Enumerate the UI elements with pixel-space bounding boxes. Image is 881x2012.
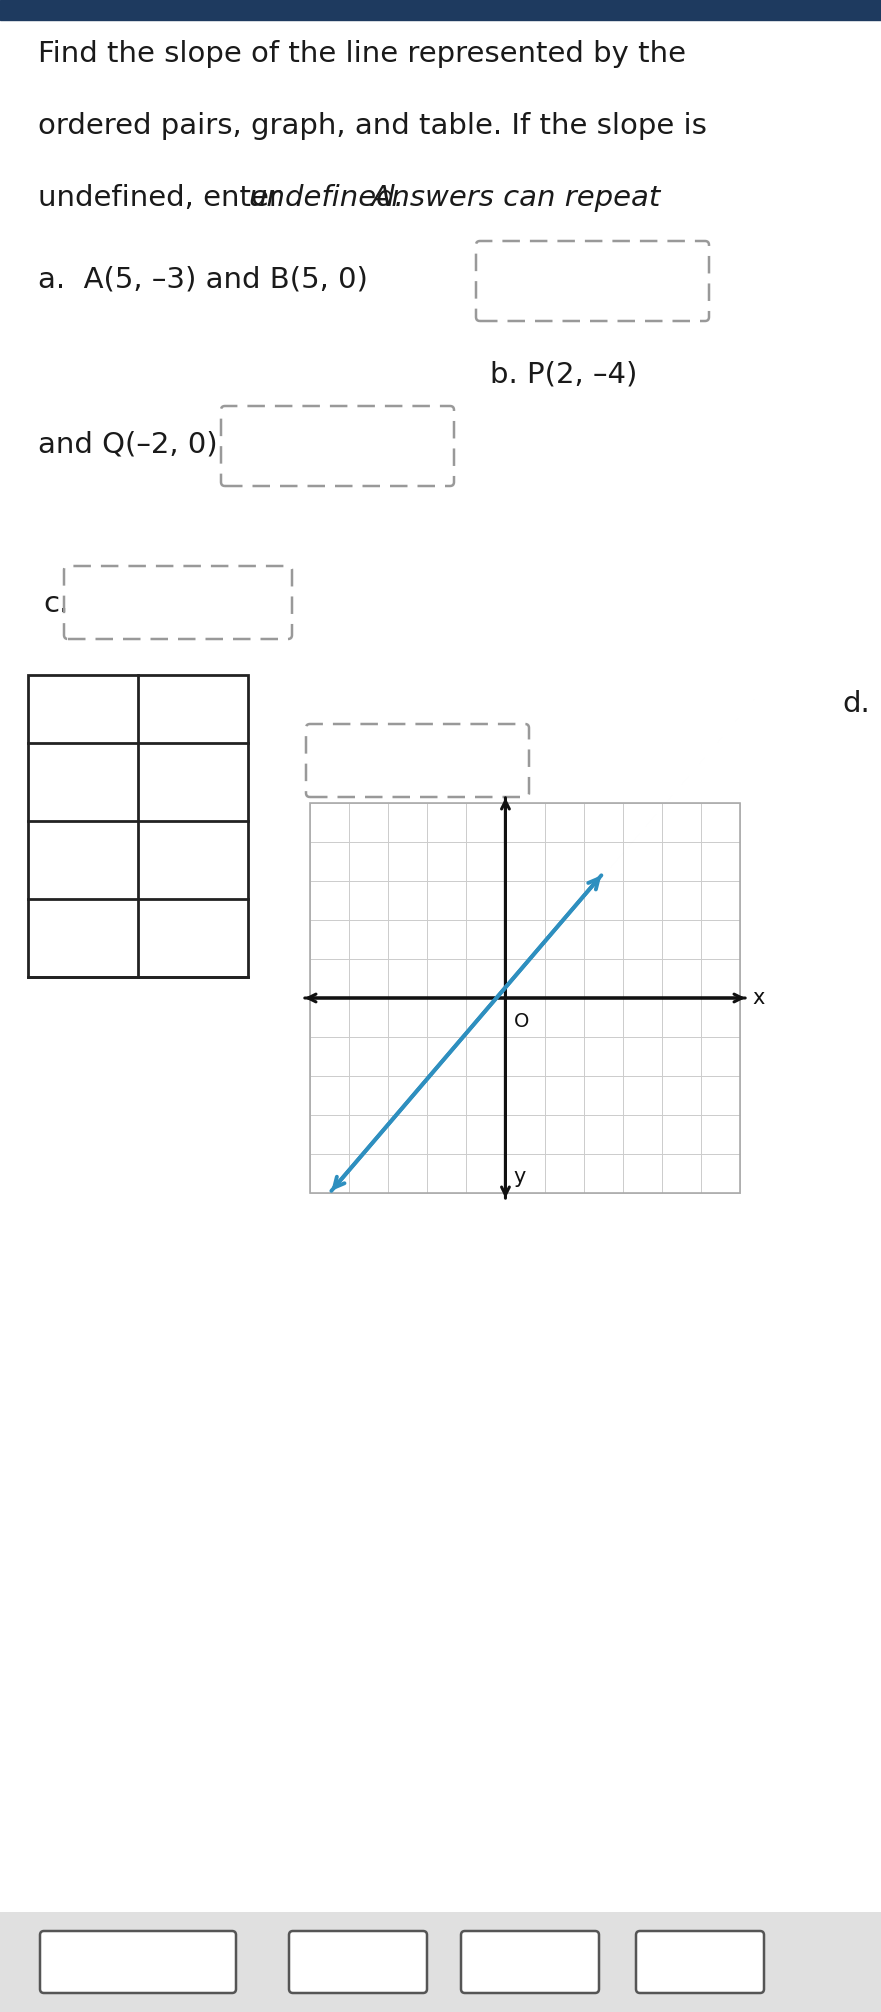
Bar (310, 803, 740, 1193)
Text: y: y (514, 1167, 526, 1187)
Text: and Q(–2, 0): and Q(–2, 0) (38, 431, 218, 459)
FancyBboxPatch shape (40, 1932, 236, 1994)
Bar (28, 674, 248, 978)
Text: ::: :: (481, 1952, 498, 1972)
Text: ::: :: (60, 1952, 77, 1972)
Text: –2: –2 (176, 845, 210, 873)
Bar (0, 1911, 881, 2012)
Text: ordered pairs, graph, and table. If the slope is: ordered pairs, graph, and table. If the … (38, 113, 707, 141)
Text: 5: 5 (184, 924, 203, 952)
Bar (310, 803, 740, 1193)
Text: undefined.: undefined. (248, 183, 403, 211)
Text: Answers can repeat: Answers can repeat (353, 183, 660, 211)
FancyBboxPatch shape (289, 1932, 427, 1994)
Text: 2: 2 (74, 845, 93, 873)
Text: Find the slope of the line represented by the: Find the slope of the line represented b… (38, 40, 686, 68)
Text: a.  A(5, –3) and B(5, 0): a. A(5, –3) and B(5, 0) (38, 266, 368, 294)
Text: b. P(2, –4): b. P(2, –4) (490, 360, 637, 388)
Text: 2: 2 (74, 924, 93, 952)
Text: ::: :: (309, 1952, 326, 1972)
Text: ::: :: (656, 1952, 673, 1972)
Text: 1: 1 (534, 1950, 551, 1976)
Text: c.: c. (43, 590, 68, 618)
FancyBboxPatch shape (636, 1932, 764, 1994)
Text: d.: d. (842, 690, 870, 718)
Text: 2: 2 (74, 769, 93, 797)
Text: y: y (183, 694, 203, 724)
Text: -1: -1 (357, 1950, 383, 1976)
Text: x: x (73, 694, 93, 724)
Bar (0, 0, 881, 20)
Text: O: O (514, 1012, 529, 1030)
FancyBboxPatch shape (461, 1932, 599, 1994)
Text: –1: –1 (176, 769, 210, 797)
Text: undefined, enter: undefined, enter (38, 183, 290, 211)
Text: 0: 0 (704, 1950, 721, 1976)
Text: x: x (752, 988, 765, 1008)
Text: undefined: undefined (84, 1950, 217, 1976)
